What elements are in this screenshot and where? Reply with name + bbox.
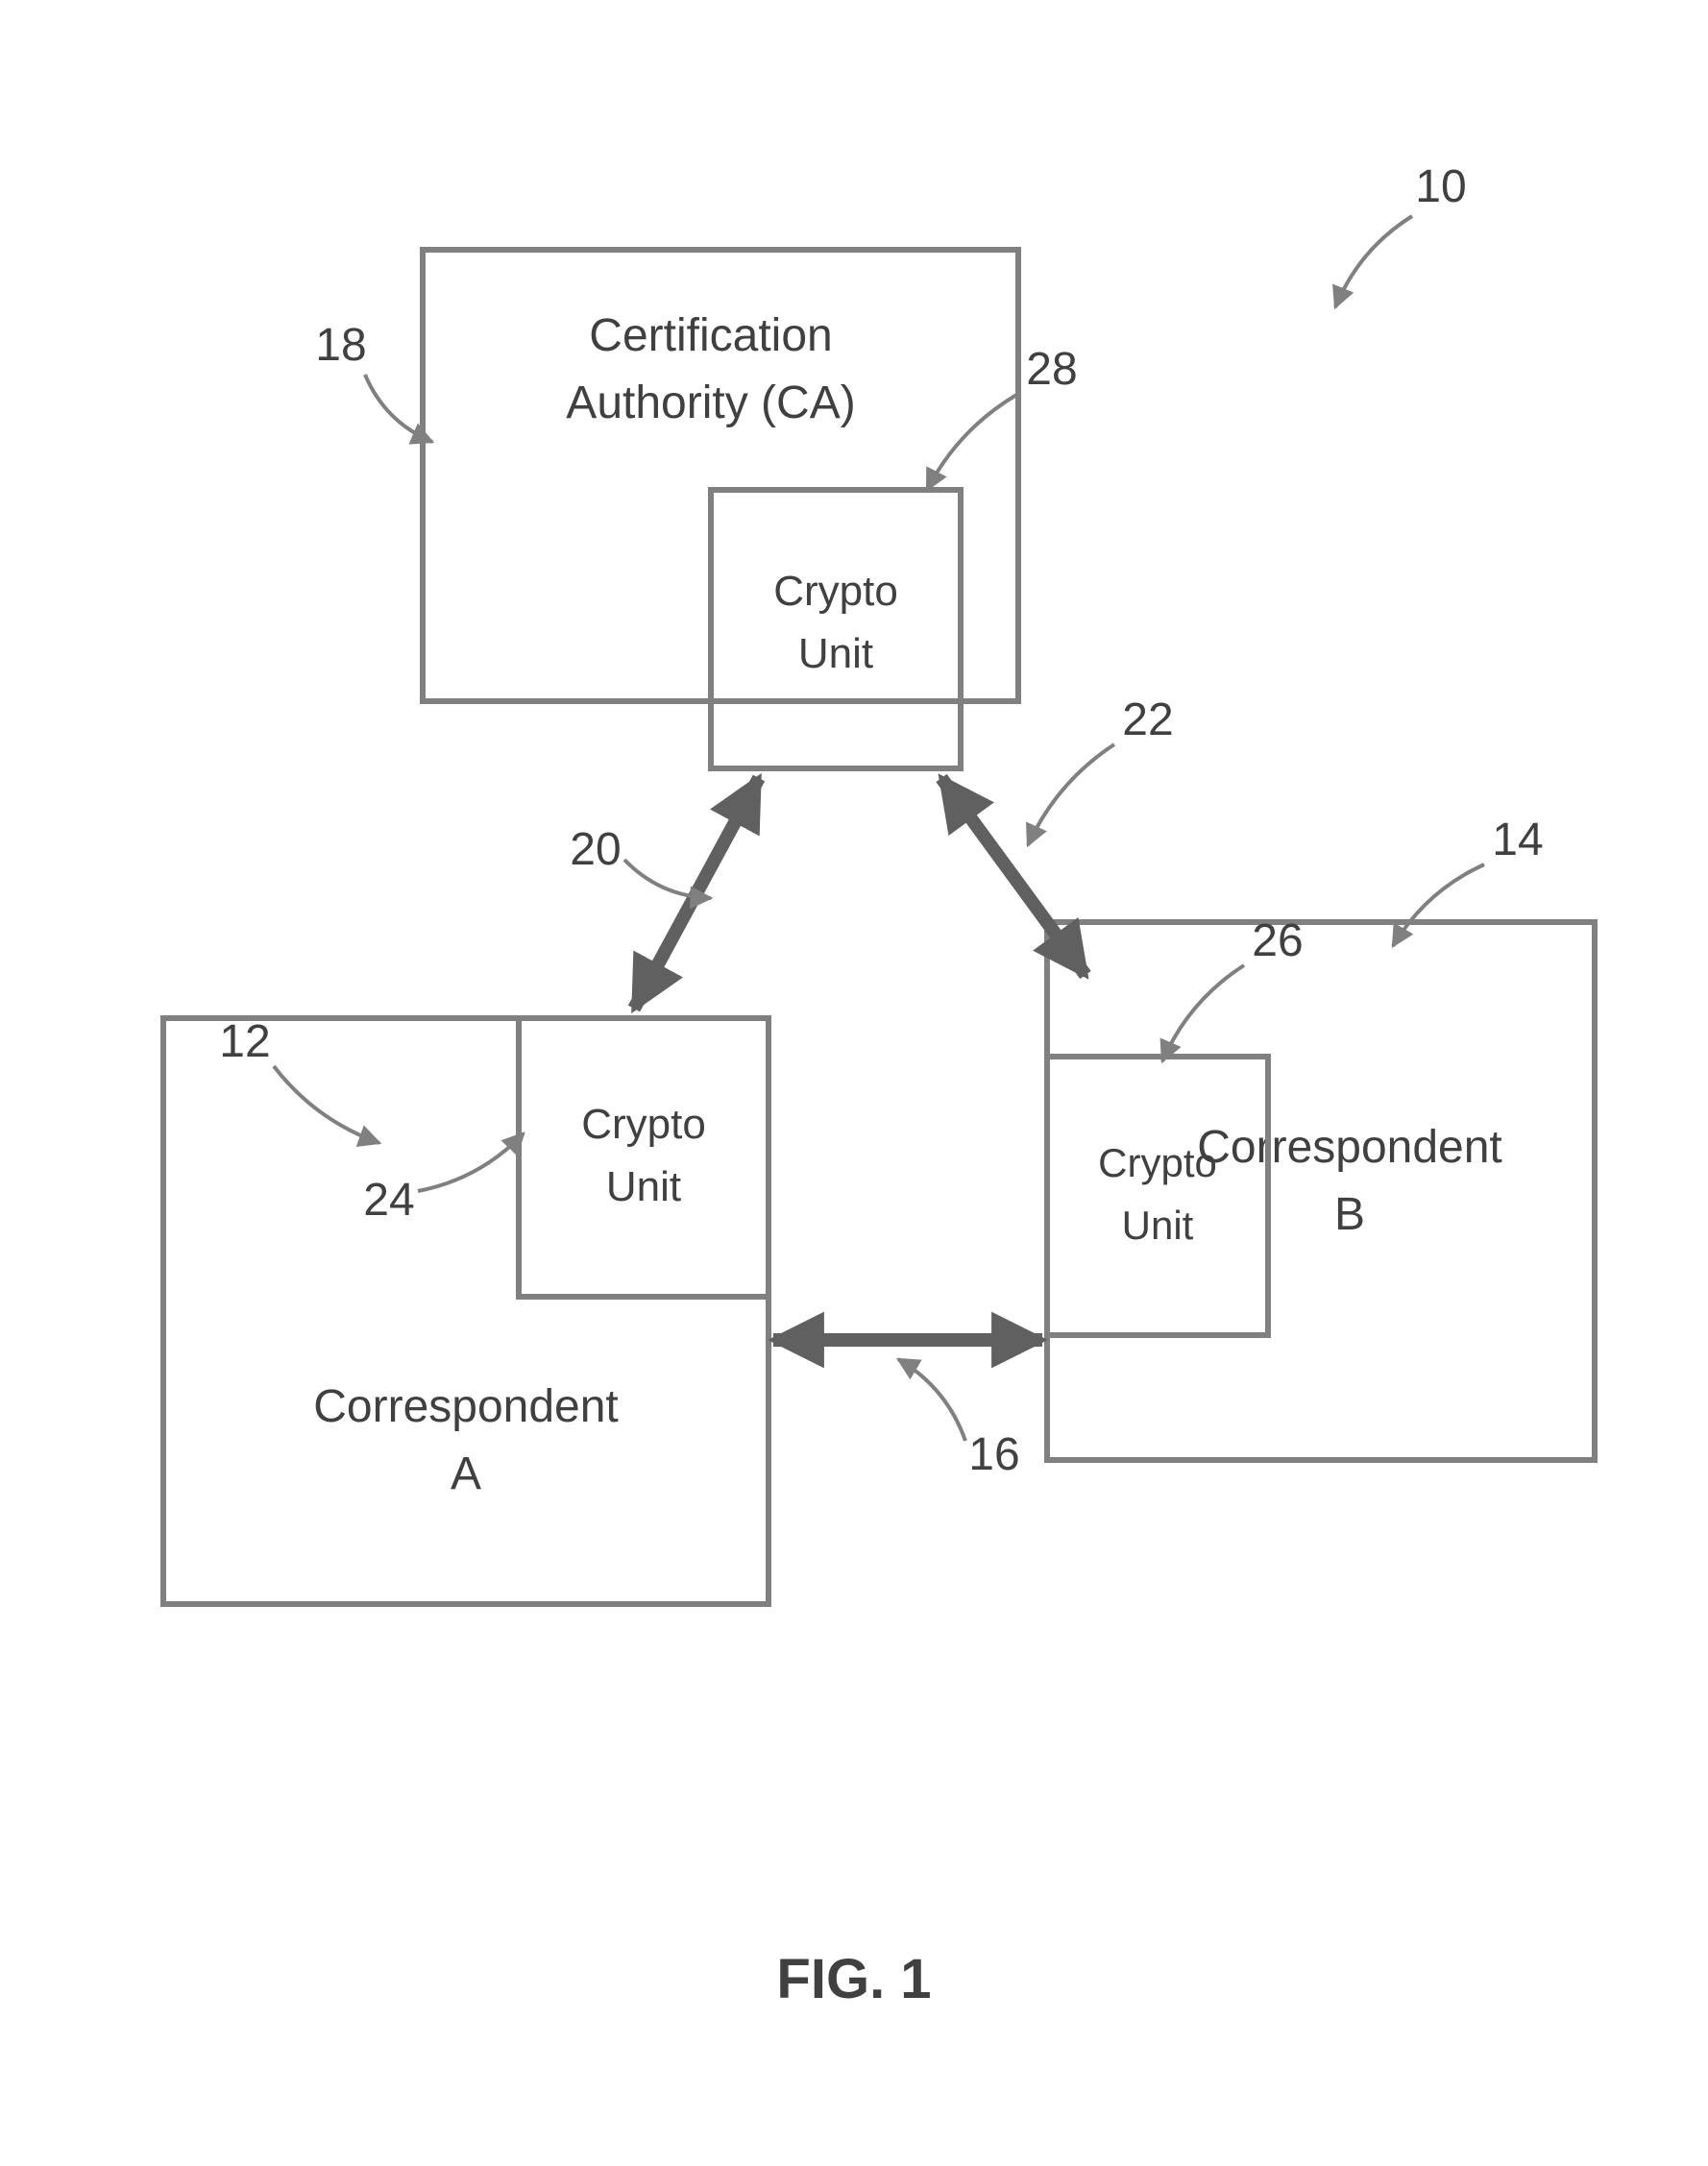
ref-26-leader (1162, 965, 1244, 1061)
ca-label-2: Authority (CA) (566, 377, 855, 428)
ref-24-ref: 24 (363, 1175, 414, 1226)
ref-16-leader (898, 1359, 965, 1441)
ref-18-ref: 18 (315, 320, 366, 371)
corr-a-label-2: A (451, 1448, 481, 1499)
corr-a-crypto-label-1: Crypto (581, 1101, 706, 1148)
corr-a-label-1: Correspondent (313, 1381, 619, 1432)
ref-14-ref: 14 (1492, 815, 1543, 865)
corr-b-crypto-label-2: Unit (1122, 1203, 1194, 1248)
ref-20-ref: 20 (570, 824, 621, 875)
ref-26-ref: 26 (1252, 915, 1303, 966)
corr-a-crypto-label-2: Unit (606, 1163, 681, 1210)
ref-24-leader (418, 1133, 524, 1191)
ref-22-leader (1028, 744, 1114, 845)
ca-crypto-box (711, 490, 961, 768)
ca-crypto-label-1: Crypto (773, 568, 898, 615)
corr-b-label-1: Correspondent (1197, 1122, 1502, 1173)
ref-12-leader (274, 1066, 379, 1143)
ref-12-ref: 12 (219, 1016, 270, 1067)
ref-10-leader (1335, 216, 1412, 307)
ref-14-leader (1393, 864, 1484, 946)
ref-28-ref: 28 (1026, 344, 1077, 395)
corr-b-crypto-label-1: Crypto (1098, 1140, 1217, 1185)
corr-a-crypto-box (519, 1018, 769, 1297)
ref-10: 10 (1415, 161, 1466, 212)
corr-b-crypto-box (1047, 1057, 1268, 1335)
ref-16-ref: 16 (968, 1429, 1019, 1480)
edge-ca-to-a (634, 778, 759, 1009)
ca-crypto-label-2: Unit (798, 630, 873, 677)
edge-ca-to-b (941, 778, 1086, 975)
corr-b-label-2: B (1334, 1189, 1365, 1240)
ref-22-ref: 22 (1122, 694, 1173, 745)
figure-caption: FIG. 1 (776, 1948, 931, 2010)
ca-label-1: Certification (589, 310, 832, 361)
figure-canvas: CertificationAuthority (CA)CryptoUnitCor… (0, 0, 1708, 2166)
corr-b-box (1047, 922, 1595, 1460)
ref-28-leader (927, 394, 1018, 490)
